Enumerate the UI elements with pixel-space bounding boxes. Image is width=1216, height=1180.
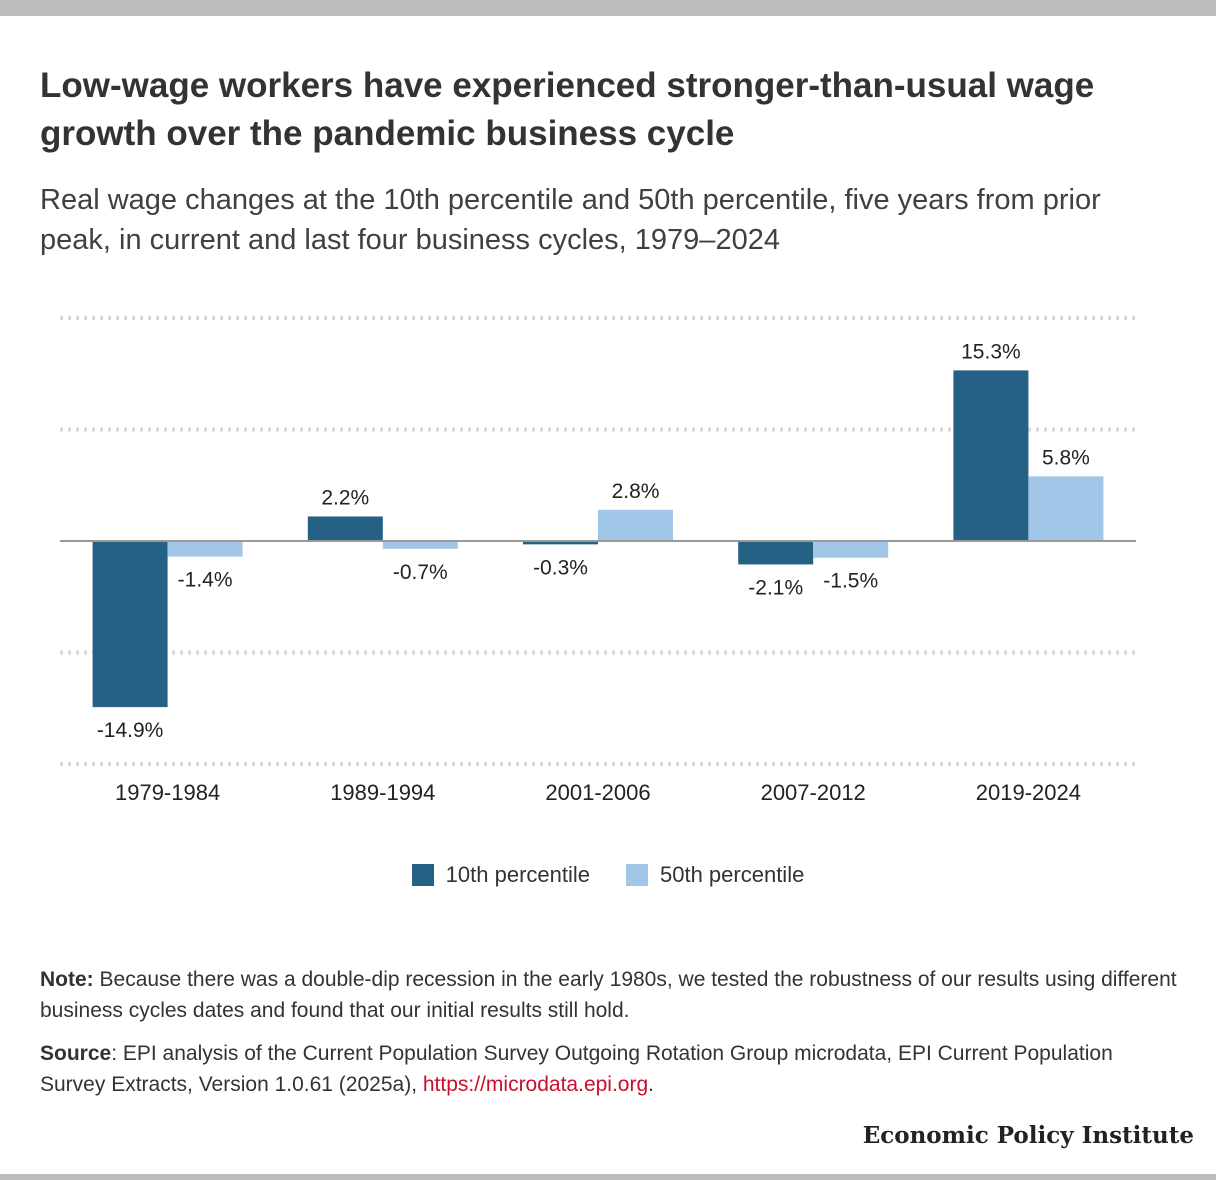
note-label: Note: — [40, 968, 94, 991]
data-label: -2.1% — [748, 576, 803, 599]
legend: 10th percentile 50th percentile — [0, 862, 1216, 888]
data-label: 5.8% — [1042, 446, 1090, 469]
data-label: -0.7% — [393, 561, 448, 584]
note-text: Because there was a double-dip recession… — [40, 968, 1177, 1022]
source-text: : EPI analysis of the Current Population… — [40, 1042, 1113, 1096]
x-tick-label: 1989-1994 — [330, 780, 435, 805]
x-tick-label: 2007-2012 — [761, 780, 866, 805]
top-border — [0, 0, 1216, 16]
bar-10th-2019-2024 — [953, 370, 1029, 541]
bar-50th-2019-2024 — [1028, 476, 1104, 541]
bottom-border — [0, 1174, 1216, 1180]
chart-subtitle: Real wage changes at the 10th percentile… — [40, 184, 1101, 256]
bar-10th-2007-2012 — [738, 541, 814, 565]
source-paragraph: Source: EPI analysis of the Current Popu… — [40, 1038, 1180, 1100]
data-label: -1.4% — [178, 569, 233, 592]
chart-title: Low-wage workers have experienced strong… — [40, 66, 1095, 153]
legend-item-50th[interactable]: 50th percentile — [626, 862, 804, 888]
source-link[interactable]: https://microdata.epi.org — [422, 1073, 649, 1096]
data-label: -0.3% — [533, 556, 588, 579]
legend-item-10th[interactable]: 10th percentile — [411, 862, 590, 888]
data-label: 2.2% — [321, 486, 369, 509]
bar-50th-2001-2006 — [598, 509, 673, 541]
source-label: Source — [40, 1042, 112, 1065]
bar-50th-1979-1984 — [167, 541, 243, 557]
bar-50th-1989-1994 — [382, 541, 458, 549]
source-end: . — [648, 1073, 654, 1096]
data-label: -1.5% — [823, 570, 878, 593]
data-label: 15.3% — [961, 340, 1021, 363]
legend-swatch-10th — [411, 864, 434, 886]
bar-chart: -14.9% 2.2% -0.3% -2.1% 15.3% -1.4% -0.7% 2.8% -… — [60, 316, 1136, 805]
bar-50th-2007-2012 — [813, 541, 889, 558]
notes: Note: Because there was a double-dip rec… — [40, 964, 1180, 1112]
data-label: -14.9% — [97, 719, 164, 742]
legend-swatch-50th — [626, 864, 648, 886]
bar-10th-1979-1984 — [92, 541, 168, 708]
bar-10th-2001-2006 — [523, 541, 598, 545]
legend-label-50th: 50th percentile — [660, 862, 805, 887]
bar-10th-1989-1994 — [307, 516, 383, 541]
note-paragraph: Note: Because there was a double-dip rec… — [40, 964, 1180, 1026]
legend-label-10th: 10th percentile — [445, 862, 590, 887]
x-tick-label: 2001-2006 — [545, 780, 650, 805]
epi-logo-text: Economic Policy Institute — [862, 1122, 1194, 1149]
x-tick-label: 2019-2024 — [976, 780, 1081, 805]
data-label: 2.8% — [612, 480, 660, 503]
x-tick-label: 1979-1984 — [115, 780, 220, 805]
